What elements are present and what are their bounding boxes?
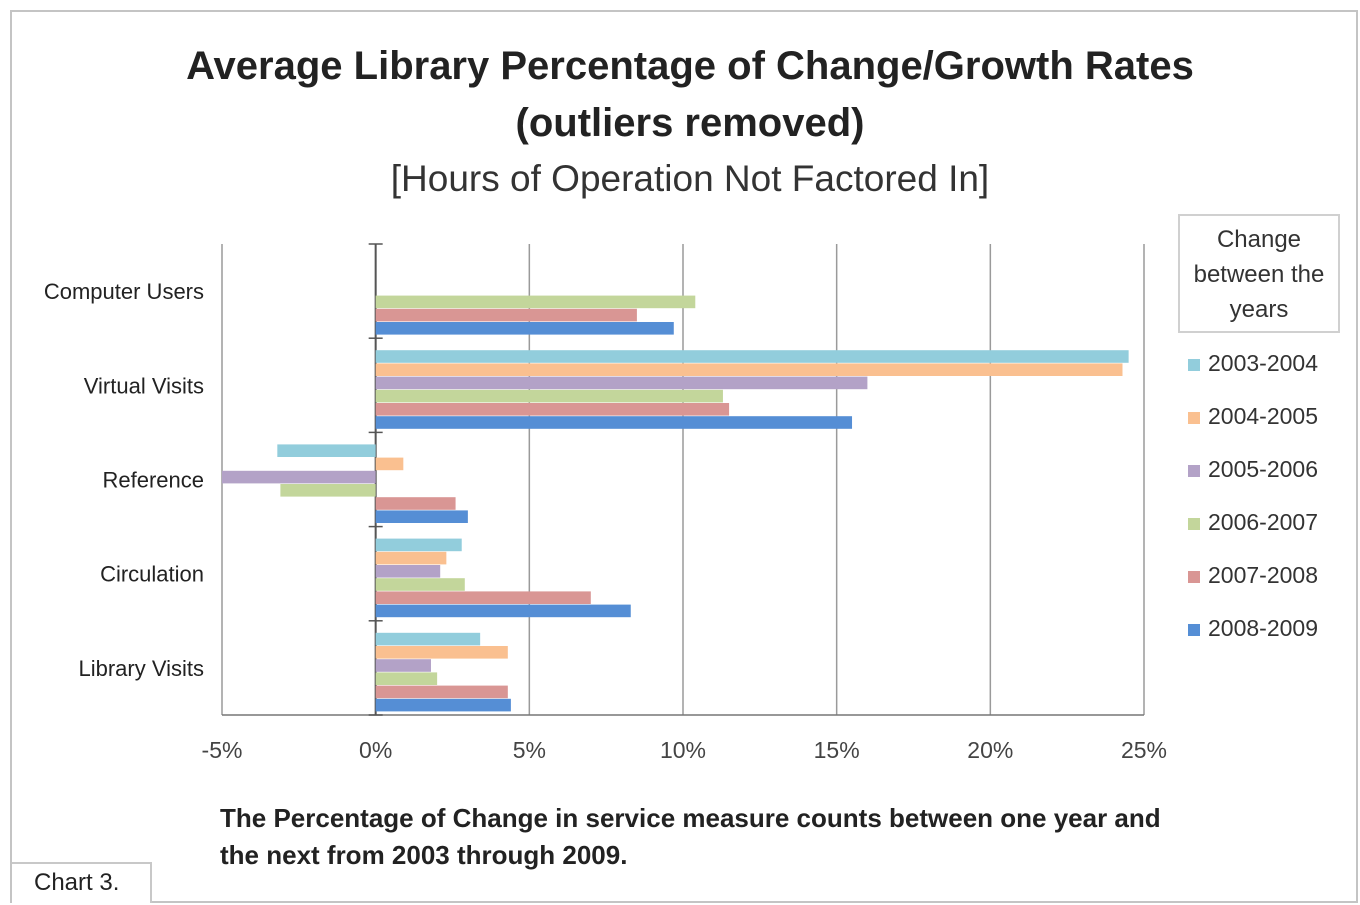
- legend-swatch: [1188, 517, 1200, 530]
- category-label: Reference: [102, 468, 204, 493]
- legend-label: 2006-2007: [1208, 509, 1318, 535]
- bar: [375, 322, 674, 335]
- x-tick-label: 5%: [513, 737, 546, 763]
- category-label: Circulation: [100, 562, 204, 587]
- legend-swatch: [1188, 570, 1200, 583]
- x-tick-label: 25%: [1121, 737, 1167, 763]
- bar: [375, 416, 853, 429]
- legend-title: Change between the years: [1178, 214, 1340, 333]
- bar: [375, 672, 438, 685]
- legend-label: 2008-2009: [1208, 615, 1318, 641]
- x-tick-label: 20%: [967, 737, 1013, 763]
- bar: [375, 457, 404, 471]
- legend-swatch: [1188, 623, 1200, 636]
- legend-swatch: [1188, 464, 1200, 477]
- bar: [375, 685, 508, 699]
- bar: [375, 551, 447, 565]
- bar: [375, 591, 591, 604]
- bar: [280, 484, 376, 497]
- legend-label: 2003-2004: [1208, 350, 1318, 376]
- bar: [375, 578, 465, 591]
- bar: [375, 646, 508, 659]
- legend-item: 2008-2009: [1188, 615, 1318, 642]
- legend-label: 2007-2008: [1208, 562, 1318, 588]
- chart-frame: [10, 10, 1358, 903]
- bar: [375, 295, 696, 309]
- x-tick-label: 10%: [660, 737, 706, 763]
- bar: [375, 510, 468, 523]
- chart-subtitle: [Hours of Operation Not Factored In]: [390, 158, 990, 199]
- legend-label: 2004-2005: [1208, 403, 1318, 429]
- bar: [375, 363, 1123, 376]
- chart-title-line2: (outliers removed): [515, 101, 865, 145]
- legend-swatch: [1188, 358, 1200, 371]
- bar: [375, 604, 631, 618]
- legend-item: 2006-2007: [1188, 509, 1318, 536]
- bar: [375, 389, 723, 403]
- bar: [375, 497, 456, 510]
- x-tick-label: 15%: [814, 737, 860, 763]
- bar: [375, 538, 462, 552]
- bar: [375, 403, 730, 416]
- bar: [375, 376, 868, 390]
- category-label: Computer Users: [44, 279, 204, 304]
- chart-number-label: Chart 3.: [12, 862, 152, 903]
- legend-swatch: [1188, 411, 1200, 424]
- bar: [375, 698, 511, 712]
- legend-item: 2003-2004: [1188, 350, 1318, 377]
- legend-item: 2007-2008: [1188, 562, 1318, 589]
- bar: [222, 470, 376, 484]
- bar: [375, 565, 441, 578]
- chart-caption: The Percentage of Change in service meas…: [220, 803, 1161, 870]
- category-label: Library Visits: [78, 656, 204, 681]
- bar: [375, 632, 481, 646]
- chart-title: Average Library Percentage of Change/Gro…: [186, 44, 1194, 88]
- legend-item: 2005-2006: [1188, 456, 1318, 483]
- legend-item: 2004-2005: [1188, 403, 1318, 430]
- bar: [277, 444, 376, 457]
- bar: [375, 350, 1129, 363]
- legend-label: 2005-2006: [1208, 456, 1318, 482]
- bar: [375, 659, 431, 672]
- legend: Change between the years 2003-2004 2004-2…: [1178, 214, 1340, 641]
- x-tick-label: 0%: [359, 737, 392, 763]
- category-label: Virtual Visits: [84, 373, 204, 398]
- bar: [375, 308, 637, 322]
- x-tick-label: -5%: [202, 737, 243, 763]
